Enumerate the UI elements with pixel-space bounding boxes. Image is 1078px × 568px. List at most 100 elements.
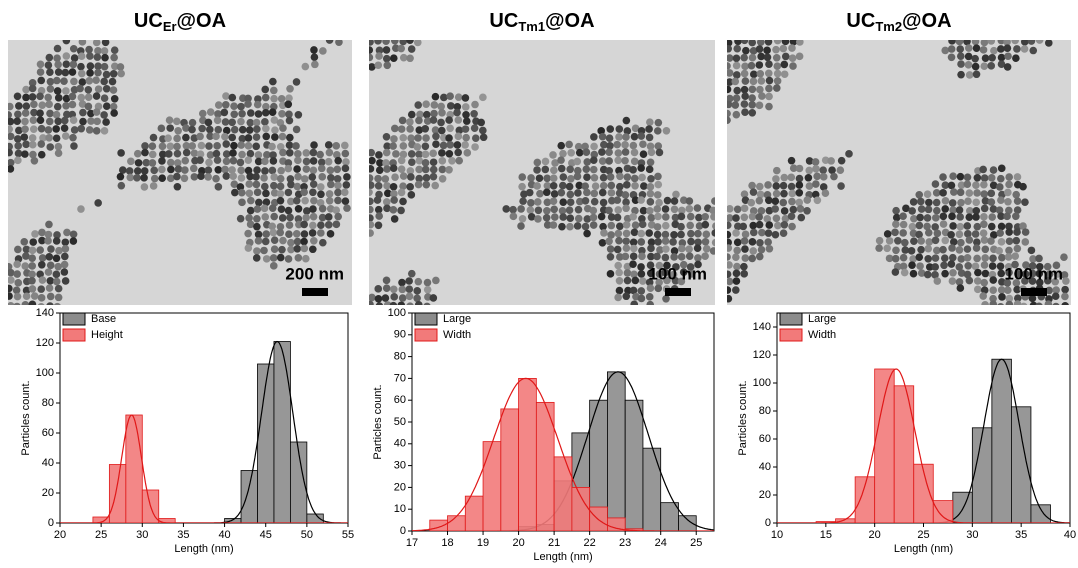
particle [732, 214, 740, 222]
particle [369, 229, 374, 237]
particle [630, 244, 638, 253]
particle [574, 189, 582, 197]
particle [407, 134, 415, 142]
particle [1035, 254, 1043, 263]
particle [527, 199, 535, 207]
particle [381, 175, 390, 183]
particle [980, 278, 989, 287]
particle [727, 294, 733, 303]
particle [140, 167, 149, 175]
particle [60, 268, 69, 276]
particle [987, 174, 996, 182]
particle [12, 286, 21, 295]
particle [15, 126, 23, 135]
particle [382, 198, 391, 206]
particle [748, 40, 757, 47]
particle [399, 134, 408, 142]
particle [62, 40, 71, 45]
particle [686, 221, 694, 230]
particle [318, 213, 327, 222]
particle [550, 166, 558, 175]
particle [637, 294, 646, 303]
particle [309, 180, 318, 188]
particle [286, 213, 294, 222]
particle [318, 204, 327, 213]
particle [621, 148, 630, 156]
particle [52, 110, 61, 119]
particle [711, 238, 715, 247]
particle [566, 198, 575, 207]
particle [727, 44, 733, 53]
particle [686, 212, 695, 221]
particle [956, 45, 965, 53]
particle [901, 238, 909, 247]
legend-label: Base [91, 313, 116, 325]
particle [687, 270, 696, 278]
particle [334, 181, 342, 190]
particle [685, 245, 693, 253]
particle [990, 46, 998, 55]
particle [29, 116, 38, 124]
x-tick-label: 24 [655, 537, 667, 549]
particle [173, 182, 182, 191]
particle [653, 223, 662, 231]
particle [780, 189, 788, 198]
particle [414, 180, 423, 189]
particle [28, 276, 36, 285]
particle [606, 270, 615, 278]
particle [1011, 260, 1019, 269]
particle [8, 165, 15, 173]
particle [773, 69, 782, 78]
particle [309, 188, 317, 197]
particle [406, 54, 414, 63]
particle [987, 40, 996, 45]
particle [263, 151, 271, 159]
particle [165, 150, 173, 158]
particle [260, 174, 268, 182]
particle [332, 206, 341, 215]
particle [543, 221, 552, 229]
particle [732, 286, 740, 294]
particle [955, 206, 964, 214]
particle [285, 116, 294, 125]
particle [54, 142, 63, 151]
particle [415, 165, 423, 174]
y-tick-label: 10 [394, 503, 406, 515]
particle [646, 300, 655, 305]
particle [238, 198, 246, 207]
particle [324, 221, 333, 229]
particle [69, 133, 77, 142]
particle [205, 158, 213, 167]
particle [1005, 268, 1013, 277]
particle [407, 110, 416, 119]
particle [397, 206, 405, 215]
particle [646, 284, 655, 292]
particle [916, 197, 925, 206]
particle [405, 292, 414, 301]
y-tick-label: 20 [394, 481, 406, 493]
particle [415, 174, 423, 183]
particle [915, 253, 924, 261]
particle [438, 109, 446, 117]
x-axis-label: Length (nm) [533, 551, 592, 563]
x-tick-label: 35 [1015, 529, 1027, 541]
scale-bar-label: 200 nm [285, 264, 344, 283]
particle [8, 117, 15, 126]
particle [389, 285, 398, 294]
particle [100, 127, 109, 135]
particle [979, 229, 988, 238]
particle [997, 303, 1004, 305]
particle [828, 166, 836, 174]
particle [771, 205, 780, 213]
particle [900, 268, 909, 277]
particle [1005, 246, 1013, 255]
particle [431, 126, 440, 134]
particle [787, 182, 796, 191]
particle [1027, 40, 1036, 45]
particle [254, 110, 263, 118]
particle [988, 53, 996, 62]
particle [229, 172, 238, 180]
particle [133, 149, 142, 158]
particle [947, 53, 956, 62]
particle [605, 206, 613, 215]
